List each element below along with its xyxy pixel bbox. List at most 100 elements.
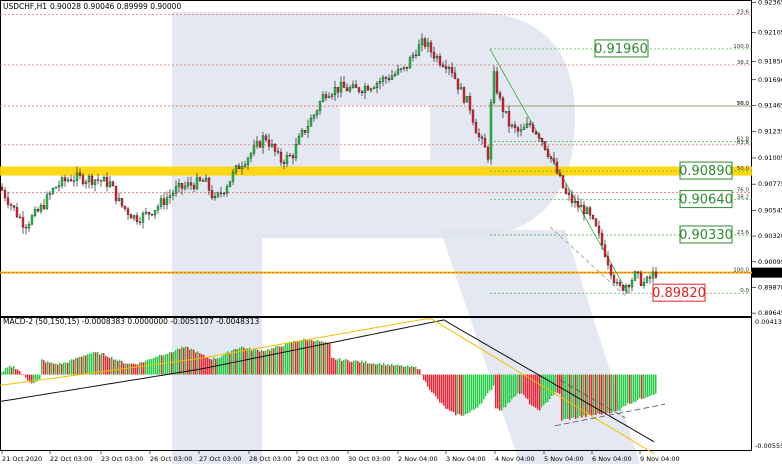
fib-level-label: 38.2 [737,195,749,201]
macd-bar [199,353,201,375]
macd-bar [369,363,371,375]
macd-bar [275,346,277,375]
candle-body [654,271,658,278]
macd-bar [435,374,437,397]
macd-bar [563,374,565,420]
fib-level-label: 76.0 [737,188,750,194]
candle-body [444,66,448,69]
current-price-text: 0.90000 [754,270,781,278]
candle-body [309,118,313,127]
macd-bar [167,353,169,375]
candle-body [75,172,79,181]
candle-body [66,179,70,182]
candle-body [348,87,352,92]
candle-body [183,185,187,189]
candle-body [363,86,367,93]
candle-body [168,195,172,198]
candle-body [210,190,214,199]
macd-bar [405,366,407,375]
price-tick-label: 0.90095 [758,258,782,266]
macd-bar [297,341,299,375]
macd-bar [179,348,181,375]
macd-bar [653,374,655,395]
candle-body [636,271,640,274]
macd-bar [207,357,209,375]
candle-body [153,210,157,216]
candle-body [57,185,61,188]
candle-body [42,205,46,209]
macd-bar [401,365,403,375]
price-tick-label: 0.92365 [758,0,782,7]
macd-bar [267,349,269,375]
macd-bar [547,374,549,402]
candle-body [558,173,562,176]
candle-body [597,225,601,234]
candle-body [129,214,133,219]
macd-bar [249,347,251,375]
macd-bar [567,374,569,419]
candle-body [3,190,7,199]
candle-body [339,82,343,93]
candle-body [633,271,637,281]
candle-body [627,285,631,288]
candle-body [543,141,547,150]
candle-body [255,141,259,147]
macd-bar [391,363,393,375]
candle-body [345,87,349,92]
candle-body [516,127,520,132]
macd-bar [639,374,641,398]
candle-body [60,177,64,186]
macd-bar [39,374,41,380]
macd-bar [363,362,365,375]
macd-bar [535,374,537,408]
candle-body [603,244,607,257]
time-tick-label: 27 Oct 03:00 [199,455,241,463]
macd-bar [615,374,617,412]
macd-bar [97,351,99,375]
fib-level-label: 38.2 [737,60,749,66]
macd-bar [569,374,571,420]
macd-bar [429,374,431,390]
macd-bar [271,348,273,375]
macd-bar [407,365,409,375]
macd-bar [317,339,319,375]
candle-body [591,215,595,219]
main-panel-border [0,0,752,317]
time-axis: 21 Oct 2020 22 Oct 03:00 23 Oct 03:00 26 Oc… [1,450,680,463]
candle-body [525,123,529,128]
fib-price-text: 0.90330 [679,228,733,243]
macd-bar [447,374,449,409]
macd-bar [613,374,615,411]
macd-bar [299,340,301,375]
candle-body [132,215,136,219]
macd-bar [483,374,485,400]
candle-body [78,172,82,176]
candle-body [321,94,325,102]
candle-body [189,182,193,186]
macd-bar [99,354,101,375]
macd-bar [437,374,439,400]
fib-level-label: 100.0 [733,268,749,274]
candle-body [429,42,433,53]
macd-bar [609,374,611,414]
macd-bar [243,347,245,375]
macd-bar [479,374,481,405]
candle-body [588,207,592,216]
candle-body [141,213,145,223]
macd-bar [611,374,613,414]
macd-bar [69,360,71,375]
macd-bar [9,365,11,375]
candle-body [252,145,256,154]
macd-bar [515,374,517,396]
macd-bar [3,370,5,375]
macd-bar [291,342,293,375]
candle-body [186,182,190,187]
macd-bar [343,359,345,375]
candle-body [123,205,127,210]
candle-body [36,209,40,212]
macd-bar [79,356,81,375]
candle-body [240,166,244,170]
macd-bar [219,357,221,375]
candle-body [150,213,154,216]
